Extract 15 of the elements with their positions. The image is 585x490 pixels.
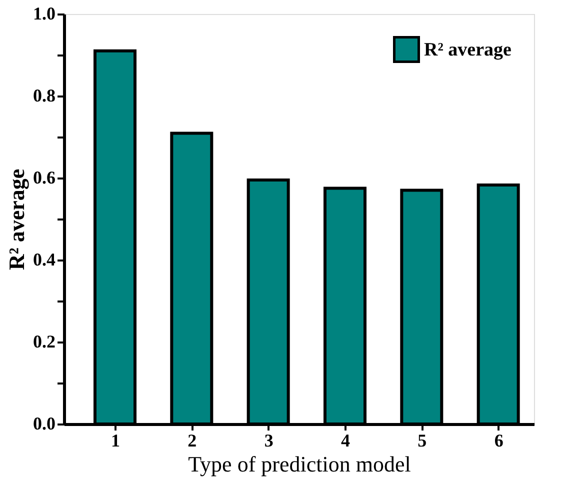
y-axis-title: R² average — [4, 168, 29, 270]
legend-label: R² average — [424, 40, 512, 60]
x-tick-label: 5 — [418, 430, 427, 450]
x-tick-label: 3 — [264, 430, 274, 450]
y-tick-label: 0.4 — [33, 250, 56, 270]
y-tick-label: 1.0 — [33, 4, 56, 24]
y-tick-label: 0.6 — [33, 168, 56, 188]
y-tick-label: 0.2 — [33, 332, 56, 352]
x-tick-label: 1 — [111, 430, 120, 450]
x-tick-label: 6 — [494, 430, 504, 450]
x-tick-label: 2 — [188, 430, 197, 450]
x-tick-label: 4 — [341, 430, 350, 450]
x-axis-title: Type of prediction model — [188, 452, 411, 476]
y-tick-label: 0.0 — [33, 414, 56, 434]
y-tick-label: 0.8 — [33, 86, 56, 106]
